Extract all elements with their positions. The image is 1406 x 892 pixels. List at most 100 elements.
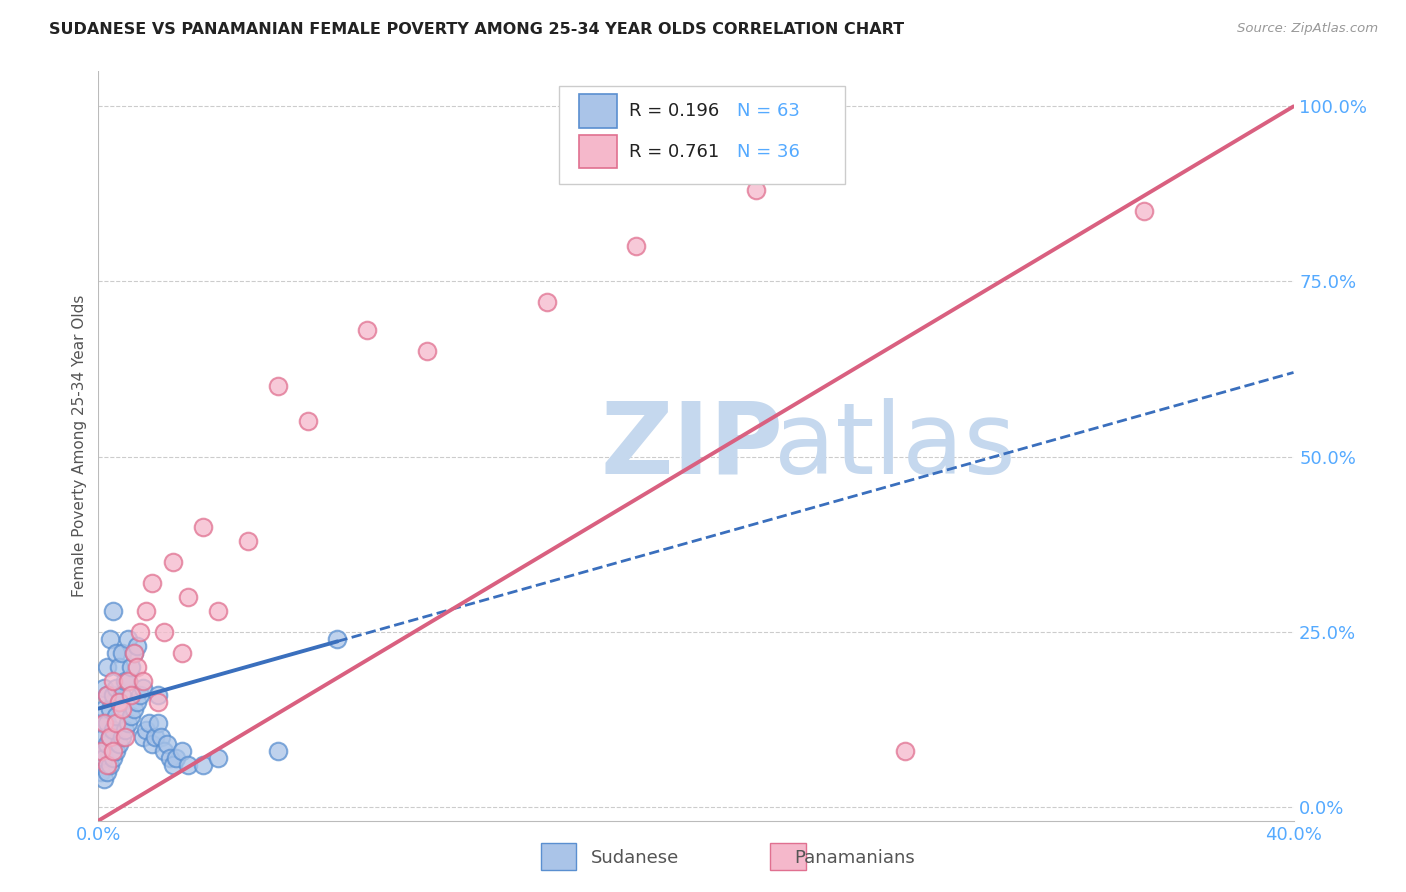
Point — [162, 757, 184, 772]
Y-axis label: Female Poverty Among 25-34 Year Olds: Female Poverty Among 25-34 Year Olds — [72, 295, 87, 597]
Point — [108, 695, 131, 709]
Point — [156, 737, 179, 751]
Point — [416, 344, 439, 359]
Point — [326, 632, 349, 646]
Point — [124, 646, 146, 660]
Point — [141, 575, 163, 590]
Point — [105, 646, 128, 660]
Point — [138, 715, 160, 730]
Point — [153, 743, 176, 757]
Point — [177, 757, 200, 772]
Point — [150, 730, 173, 744]
Point — [1133, 204, 1156, 219]
Point — [124, 646, 146, 660]
Point — [236, 533, 259, 548]
Point — [132, 681, 155, 695]
FancyBboxPatch shape — [558, 87, 845, 184]
Point — [141, 737, 163, 751]
FancyBboxPatch shape — [579, 95, 617, 128]
Point — [132, 730, 155, 744]
Point — [120, 659, 142, 673]
Point — [177, 590, 200, 604]
Point — [135, 603, 157, 617]
Point — [135, 723, 157, 737]
Point — [120, 708, 142, 723]
Text: N = 63: N = 63 — [737, 102, 800, 120]
Point — [103, 688, 125, 702]
Point — [93, 730, 115, 744]
Point — [105, 743, 128, 757]
Point — [108, 659, 131, 673]
Point — [93, 715, 115, 730]
Point — [165, 750, 187, 764]
FancyBboxPatch shape — [770, 843, 806, 870]
Point — [103, 603, 125, 617]
Point — [894, 743, 917, 757]
Point — [114, 730, 136, 744]
Point — [148, 688, 170, 702]
Point — [191, 519, 214, 533]
Point — [111, 701, 134, 715]
Point — [105, 681, 128, 695]
Point — [117, 632, 139, 646]
Point — [96, 764, 118, 779]
Point — [90, 764, 112, 779]
Point — [191, 757, 214, 772]
Point — [127, 659, 149, 673]
Text: R = 0.761: R = 0.761 — [628, 143, 720, 161]
Point — [267, 743, 290, 757]
Text: ZIP: ZIP — [600, 398, 783, 494]
Point — [103, 743, 125, 757]
Point — [111, 646, 134, 660]
Point — [98, 730, 122, 744]
Point — [111, 688, 134, 702]
Point — [105, 708, 128, 723]
Point — [93, 681, 115, 695]
Point — [96, 715, 118, 730]
Point — [98, 730, 122, 744]
Point — [93, 772, 115, 786]
Text: Panamanians: Panamanians — [794, 849, 915, 867]
Point — [103, 750, 125, 764]
Point — [114, 723, 136, 737]
Point — [536, 295, 558, 310]
Point — [90, 715, 112, 730]
Point — [356, 323, 378, 337]
Text: Sudanese: Sudanese — [591, 849, 679, 867]
Text: SUDANESE VS PANAMANIAN FEMALE POVERTY AMONG 25-34 YEAR OLDS CORRELATION CHART: SUDANESE VS PANAMANIAN FEMALE POVERTY AM… — [49, 22, 904, 37]
Point — [105, 715, 128, 730]
Point — [108, 737, 131, 751]
Point — [96, 757, 118, 772]
Point — [148, 715, 170, 730]
Point — [96, 737, 118, 751]
Point — [98, 757, 122, 772]
Point — [108, 695, 131, 709]
Text: N = 36: N = 36 — [737, 143, 800, 161]
Point — [172, 646, 194, 660]
Point — [111, 730, 134, 744]
Point — [96, 659, 118, 673]
Point — [207, 750, 229, 764]
Point — [143, 730, 166, 744]
Point — [148, 695, 170, 709]
Point — [162, 555, 184, 569]
Point — [297, 415, 319, 429]
Point — [127, 639, 149, 653]
Point — [745, 183, 768, 197]
Point — [172, 743, 194, 757]
Point — [120, 688, 142, 702]
Point — [129, 624, 152, 639]
Point — [117, 715, 139, 730]
Point — [90, 743, 112, 757]
Point — [117, 673, 139, 688]
FancyBboxPatch shape — [541, 843, 576, 870]
Text: R = 0.196: R = 0.196 — [628, 102, 720, 120]
Point — [96, 688, 118, 702]
Point — [114, 673, 136, 688]
Point — [153, 624, 176, 639]
Text: atlas: atlas — [773, 398, 1015, 494]
Point — [124, 701, 146, 715]
Point — [93, 701, 115, 715]
Point — [103, 723, 125, 737]
Text: Source: ZipAtlas.com: Source: ZipAtlas.com — [1237, 22, 1378, 36]
